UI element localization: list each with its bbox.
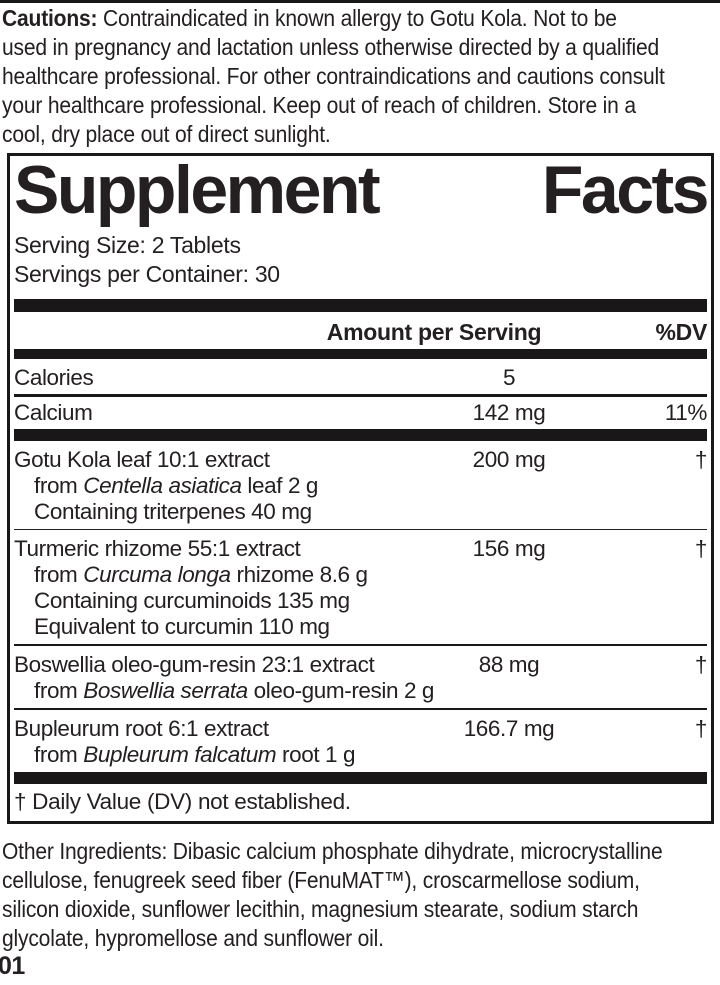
row-separator (14, 529, 707, 530)
divider-bar-thick (14, 299, 707, 312)
ingredient-subline: from Bupleurum falcatum root 1 g (14, 742, 707, 768)
panel-title-word-1: Supplement (14, 152, 381, 228)
botanical-name: Curcuma longa (83, 562, 231, 587)
ingredient-name: Boswellia oleo-gum-resin 23:1 extract (14, 652, 375, 677)
ingredient-name: Bupleurum root 6:1 extract (14, 716, 269, 741)
percent-dv-header: %DV (655, 319, 707, 345)
ingredient-subline: Containing curcuminoids 135 mg (14, 588, 707, 614)
serving-size: Serving Size: 2 Tablets (14, 232, 241, 258)
subline-text: Containing triterpenes 40 mg (34, 499, 312, 524)
table-header-row: Amount per Serving %DV (14, 312, 708, 349)
subline-text: leaf 2 g (241, 473, 319, 498)
divider-bar-thick (14, 429, 707, 441)
ingredient-group-gotu-kola: Gotu Kola leaf 10:1 extract 200 mg † fro… (14, 441, 707, 529)
table-row: Bupleurum root 6:1 extract 166.7 mg † (14, 716, 707, 742)
nutrient-amount: 142 mg (472, 400, 546, 425)
table-row: Gotu Kola leaf 10:1 extract 200 mg † (14, 447, 707, 473)
nutrient-dv: 11% (664, 400, 708, 425)
other-ingredients-line: silicon dioxide, sunflower lecithin, mag… (2, 896, 639, 922)
ingredient-group-turmeric: Turmeric rhizome 55:1 extract 156 mg † f… (14, 530, 707, 644)
ingredient-dv: † (694, 447, 708, 472)
ingredient-dv: † (694, 536, 708, 561)
row-separator (14, 708, 707, 710)
other-ingredients-paragraph: Other Ingredients: Dibasic calcium phosp… (2, 837, 718, 953)
table-row-calcium: Calcium 142 mg 11% (14, 397, 707, 429)
cautions-paragraph: Cautions: Contraindicated in known aller… (2, 4, 718, 149)
ingredient-amount: 156 mg (472, 536, 546, 561)
cautions-label: Cautions: (2, 5, 98, 31)
nutrient-name: Calories (14, 365, 94, 390)
subline-text: from (34, 473, 84, 498)
subline-text: from (34, 678, 84, 703)
ingredient-subline: from Boswellia serrata oleo-gum-resin 2 … (14, 678, 707, 704)
other-ingredients-line: glycolate, hypromellose and sunflower oi… (2, 925, 384, 951)
subline-text: from (34, 562, 84, 587)
nutrient-dv (654, 365, 707, 391)
ingredient-subline: from Curcuma longa rhizome 8.6 g (14, 562, 707, 588)
nutrient-amount: 5 (502, 365, 516, 390)
ingredient-amount: 166.7 mg (463, 716, 555, 741)
subline-text: Equivalent to curcumin 110 mg (34, 614, 330, 639)
cautions-line: used in pregnancy and lactation unless o… (2, 34, 660, 60)
ingredient-name: Gotu Kola leaf 10:1 extract (14, 447, 270, 472)
ingredient-dv: † (694, 652, 708, 677)
serving-info: Serving Size: 2 Tablets Servings per Con… (14, 231, 707, 289)
other-ingredients-line: Other Ingredients: Dibasic calcium phosp… (2, 838, 663, 864)
ingredient-group-boswellia: Boswellia oleo-gum-resin 23:1 extract 88… (14, 646, 707, 708)
table-row: Turmeric rhizome 55:1 extract 156 mg † (14, 536, 707, 562)
other-ingredients-line: cellulose, fenugreek seed fiber (FenuMAT… (2, 867, 640, 893)
subline-text: oleo-gum-resin 2 g (247, 678, 435, 703)
ingredient-dv: † (694, 716, 708, 741)
ingredient-amount: 200 mg (472, 447, 546, 472)
panel-title-word-2: Facts (541, 152, 710, 228)
ingredient-subline: from Centella asiatica leaf 2 g (14, 473, 707, 499)
dv-footnote: † Daily Value (DV) not established. (14, 789, 351, 814)
ingredient-subline: Equivalent to curcumin 110 mg (14, 614, 707, 640)
subline-text: rhizome 8.6 g (230, 562, 369, 587)
divider-bar-thick (14, 772, 707, 784)
botanical-name: Centella asiatica (83, 473, 242, 498)
cautions-line: Cautions: Contraindicated in known aller… (2, 4, 718, 33)
lot-code: 01 (0, 952, 25, 980)
panel-title: Supplement Facts (14, 152, 710, 228)
row-separator (14, 394, 707, 397)
table-row-calories: Calories 5 (14, 359, 707, 394)
table-row: Boswellia oleo-gum-resin 23:1 extract 88… (14, 652, 707, 678)
ingredient-subline: Containing triterpenes 40 mg (14, 499, 707, 525)
botanical-name: Boswellia serrata (83, 678, 248, 703)
divider-bar-medium (14, 349, 707, 359)
cautions-line: healthcare professional. For other contr… (2, 63, 665, 89)
cautions-line: cool, dry place out of direct sunlight. (2, 121, 331, 147)
ingredient-name: Turmeric rhizome 55:1 extract (14, 536, 301, 561)
botanical-name: Bupleurum falcatum (83, 742, 277, 767)
ingredient-amount: 88 mg (478, 652, 540, 677)
amount-per-serving-header: Amount per Serving (326, 319, 542, 345)
nutrient-name: Calcium (14, 400, 93, 425)
cautions-text: Contraindicated in known allergy to Gotu… (103, 5, 617, 31)
row-separator (14, 644, 707, 646)
ingredient-group-bupleurum: Bupleurum root 6:1 extract 166.7 mg † fr… (14, 710, 707, 772)
top-rule (0, 0, 720, 3)
subline-text: Containing curcuminoids 135 mg (34, 588, 350, 613)
servings-per-container: Servings per Container: 30 (14, 261, 280, 287)
cautions-line: your healthcare professional. Keep out o… (2, 92, 636, 118)
subline-text: root 1 g (276, 742, 356, 767)
supplement-facts-panel: Supplement Facts Serving Size: 2 Tablets… (7, 153, 714, 824)
subline-text: from (34, 742, 84, 767)
